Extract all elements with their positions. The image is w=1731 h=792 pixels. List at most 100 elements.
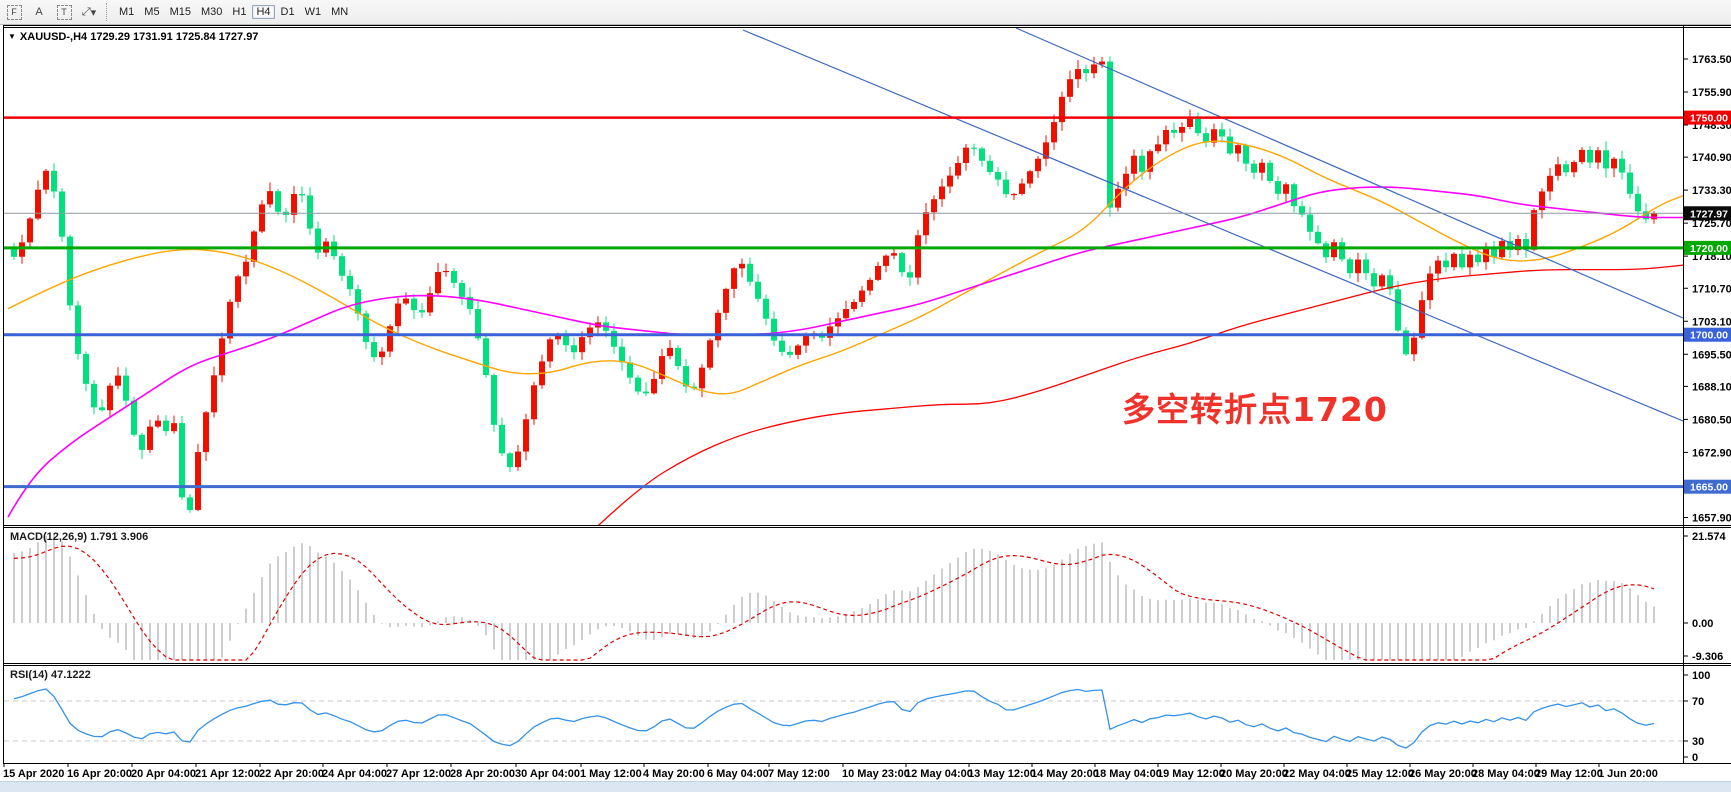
chart-text-annotation[interactable]: 多空转折点1720 [1122,390,1388,429]
candle-body [1011,193,1017,196]
candle-body [987,160,993,173]
candle-body [1299,206,1305,215]
candle-body [667,347,673,357]
candle-body [1083,69,1089,74]
symbol-dropdown-icon[interactable]: ▼ [8,32,16,41]
candle-body [131,400,137,435]
candle-body [27,218,33,243]
candle-body [859,290,865,302]
candle-body [827,326,833,338]
trendline-1[interactable] [742,29,1683,422]
candle-body [1323,243,1329,258]
candle-body [843,309,849,319]
candle-body [179,423,185,498]
candle-body [899,253,905,273]
candle-body [195,452,201,510]
tf-button-m1[interactable]: M1 [119,5,135,18]
candle-body [11,248,17,257]
price-tick-label: 1740.90 [1692,152,1731,164]
candle-body [1035,158,1041,172]
candle-body [1363,259,1369,274]
tf-button-d1[interactable]: D1 [280,5,295,18]
candle-body [1147,151,1153,172]
candle-body [291,193,297,215]
macd-scale-label: -9.306 [1692,651,1723,663]
candle-body [1115,188,1121,208]
candle-body [91,383,97,408]
candle-body [307,195,313,229]
time-tick-label: 19 May 12:00 [1157,768,1225,780]
candle-body [867,279,873,291]
candle-body [1043,142,1049,159]
tf-button-m5[interactable]: M5 [144,5,160,18]
candle-body [155,420,161,427]
time-tick-label: 24 Apr 04:00 [322,768,387,780]
candle-body [683,366,689,387]
candle-body [931,199,937,213]
candle-body [171,423,177,432]
candle-body [1355,259,1361,274]
candle-body [635,377,641,392]
candle-body [411,298,417,311]
candle-body [571,345,577,353]
candle-body [1259,162,1265,173]
tf-button-h4[interactable]: H4 [252,4,275,19]
candle-body [1651,213,1657,220]
candle-body [907,272,913,278]
frame-tool-icon[interactable]: F [3,3,25,21]
candle-body [1235,145,1241,154]
candle-body [883,255,889,266]
candle-body [115,375,121,386]
candle-body [1579,149,1585,163]
rsi-scale-label: 30 [1692,736,1704,748]
time-tick-label: 20 Apr 04:00 [131,768,196,780]
candle-body [1523,239,1529,250]
text-label-tool-icon[interactable]: T [53,3,75,21]
trendline-2[interactable] [1015,27,1683,319]
tf-button-h1[interactable]: H1 [232,5,247,18]
tf-button-mn[interactable]: MN [331,5,349,18]
candle-body [67,236,73,306]
time-tick-label: 6 May 04:00 [707,768,769,780]
candle-body [1555,164,1561,176]
candle-body [795,345,801,355]
axis-price-box-1720.00-label: 1720.00 [1690,243,1728,255]
candle-body [1507,241,1513,251]
candle-body [75,305,81,354]
price-tick-label: 1703.10 [1692,316,1731,328]
candle-body [1315,231,1321,244]
candle-body [339,256,345,276]
candle-body [1443,260,1449,268]
tf-button-m15[interactable]: M15 [169,5,191,18]
candle-body [1203,133,1209,143]
axis-price-box-1665.00 [1684,479,1731,494]
candle-body [1307,214,1313,232]
tf-button-w1[interactable]: W1 [304,5,322,18]
candle-body [163,420,169,432]
candle-body [347,275,353,290]
candle-body [1163,129,1169,145]
time-tick-label: 30 Apr 04:00 [515,768,580,780]
rsi-indicator-label: RSI(14) 47.1222 [10,669,91,681]
candle-body [139,434,145,450]
candle-body [779,340,785,352]
tf-button-m30[interactable]: M30 [200,5,223,18]
price-tick-label: 1733.30 [1692,185,1731,197]
candle-body [995,172,1001,180]
time-tick-label: 22 Apr 20:00 [259,768,324,780]
axis-price-box-1665.00-label: 1665.00 [1690,482,1728,494]
candle-body [51,170,57,192]
time-tick-label: 1 Jun 20:00 [1598,768,1658,780]
candle-body [451,270,457,283]
candle-body [1347,259,1353,274]
candle-body [1027,171,1033,184]
candle-body [1531,210,1537,250]
time-tick-label: 29 May 12:00 [1535,768,1603,780]
text-a-tool-icon[interactable]: A [35,6,43,18]
candle-body [1619,158,1625,173]
candle-body [523,419,529,452]
candle-body [491,375,497,425]
shapes-tool-icon[interactable]: ⤢ ▾ [81,5,97,19]
candle-body [531,385,537,420]
